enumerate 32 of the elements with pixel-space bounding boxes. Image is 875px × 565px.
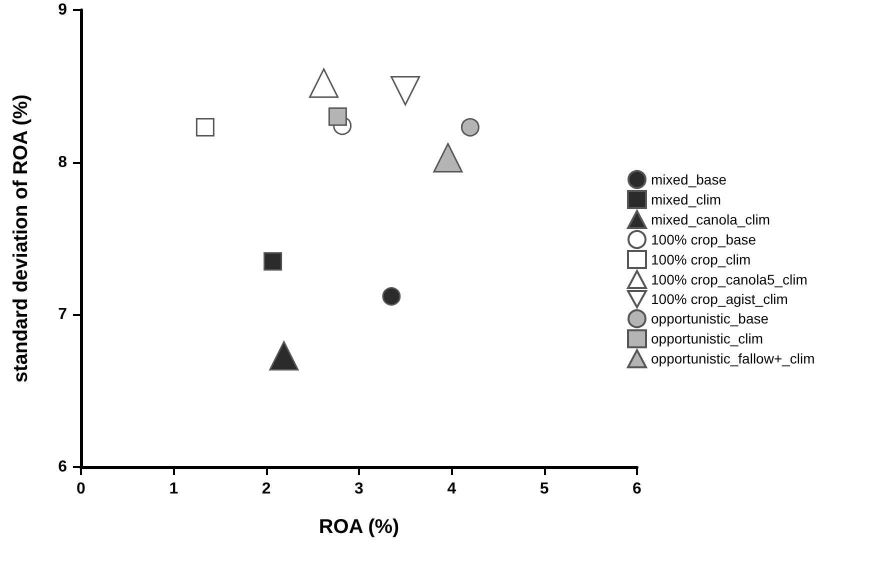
y-tick-label: 6 <box>58 458 68 476</box>
y-axis-title: standard deviation of ROA (%) <box>10 94 32 383</box>
x-tick-label: 5 <box>540 480 549 498</box>
x-tick-label: 6 <box>632 480 642 498</box>
point <box>390 76 420 106</box>
legend-label: 100% crop_agist_clim <box>651 291 788 308</box>
x-tick-label: 3 <box>354 480 364 498</box>
point <box>382 287 401 306</box>
y-tick-label: 9 <box>58 2 68 18</box>
x-tick-label: 1 <box>169 480 178 498</box>
legend-label: mixed_base <box>651 172 727 188</box>
point <box>309 68 339 98</box>
x-axis-title: ROA (%) <box>318 516 400 538</box>
legend-label: mixed_canola_clim <box>651 212 770 228</box>
point <box>328 107 347 126</box>
point <box>196 118 214 137</box>
legend-label: 100% crop_base <box>651 232 756 248</box>
x-tick-label: 2 <box>262 480 271 498</box>
y-tick-label: 7 <box>58 306 68 324</box>
legend-label: opportunistic_fallow+_clim <box>651 350 815 367</box>
legend-label: mixed_clim <box>651 192 722 208</box>
y-tick-label: 8 <box>58 154 68 171</box>
legend-label: 100% crop_canola5_clim <box>651 272 808 288</box>
x-tick-label: 4 <box>447 480 456 498</box>
legend-label: 100% crop_clim <box>651 252 751 268</box>
point <box>433 143 463 173</box>
legend-label: opportunistic_base <box>651 310 769 327</box>
point <box>264 252 282 271</box>
point <box>460 118 480 137</box>
legend-label: opportunistic_clim <box>651 330 764 347</box>
x-tick-label: 0 <box>76 480 86 498</box>
point <box>269 341 299 371</box>
